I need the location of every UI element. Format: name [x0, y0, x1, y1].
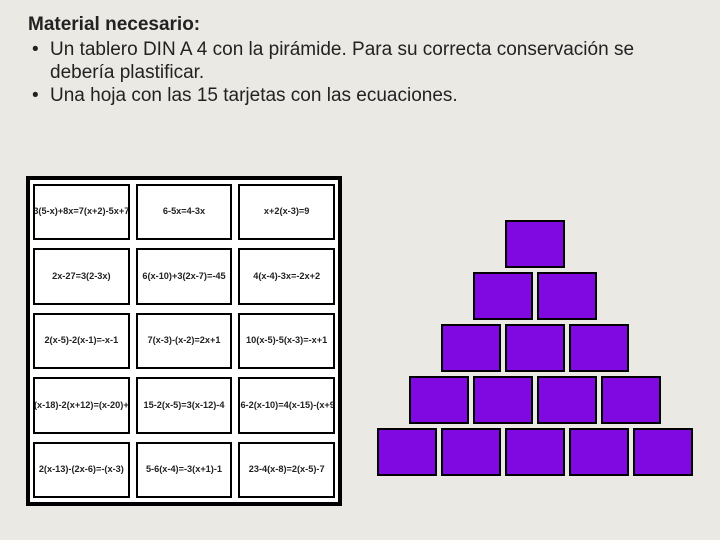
pyramid-row	[374, 428, 696, 476]
pyramid-brick	[409, 376, 469, 424]
pyramid-brick	[441, 428, 501, 476]
equation-card: 4(x-4)-3x=-2x+2	[238, 248, 335, 304]
bullet-list: Un tablero DIN A 4 con la pirámide. Para…	[32, 38, 692, 108]
equation-card: 10(x-5)-5(x-3)=-x+1	[238, 313, 335, 369]
pyramid-brick	[537, 272, 597, 320]
pyramid-brick	[505, 220, 565, 268]
equation-cards-grid: 3(5-x)+8x=7(x+2)-5x+76-5x=4-3xx+2(x-3)=9…	[30, 180, 338, 502]
pyramid-row	[374, 324, 696, 372]
pyramid-brick	[441, 324, 501, 372]
bullet-item: Un tablero DIN A 4 con la pirámide. Para…	[32, 38, 692, 84]
pyramid-brick	[537, 376, 597, 424]
pyramid-brick	[601, 376, 661, 424]
equation-card: 36-2(x-10)=4(x-15)-(x+9)	[238, 377, 335, 433]
pyramid-row	[374, 220, 696, 268]
equation-card: 2x-27=3(2-3x)	[33, 248, 130, 304]
equation-card: x+2(x-3)=9	[238, 184, 335, 240]
pyramid-row	[374, 376, 696, 424]
pyramid-brick	[569, 324, 629, 372]
bullet-item: Una hoja con las 15 tarjetas con las ecu…	[32, 84, 692, 107]
equation-card: 7(x-3)-(x-2)=2x+1	[136, 313, 233, 369]
pyramid-brick	[473, 272, 533, 320]
equation-cards-sheet: 3(5-x)+8x=7(x+2)-5x+76-5x=4-3xx+2(x-3)=9…	[26, 176, 342, 506]
pyramid-board	[374, 216, 696, 484]
equation-card: 5-6(x-4)=-3(x+1)-1	[136, 442, 233, 498]
equation-card: 5(x-18)-2(x+12)=(x-20)+2	[33, 377, 130, 433]
equation-card: 15-2(x-5)=3(x-12)-4	[136, 377, 233, 433]
pyramid-brick	[473, 376, 533, 424]
pyramid-brick	[377, 428, 437, 476]
pyramid-brick	[633, 428, 693, 476]
equation-card: 3(5-x)+8x=7(x+2)-5x+7	[33, 184, 130, 240]
equation-card: 2(x-13)-(2x-6)=-(x-3)	[33, 442, 130, 498]
section-heading: Material necesario:	[28, 14, 692, 36]
equation-card: 2(x-5)-2(x-1)=-x-1	[33, 313, 130, 369]
equation-card: 23-4(x-8)=2(x-5)-7	[238, 442, 335, 498]
pyramid-brick	[569, 428, 629, 476]
equation-card: 6(x-10)+3(2x-7)=-45	[136, 248, 233, 304]
pyramid-row	[374, 272, 696, 320]
pyramid-brick	[505, 324, 565, 372]
pyramid-brick	[505, 428, 565, 476]
slide-page: Material necesario: Un tablero DIN A 4 c…	[0, 0, 720, 540]
equation-card: 6-5x=4-3x	[136, 184, 233, 240]
